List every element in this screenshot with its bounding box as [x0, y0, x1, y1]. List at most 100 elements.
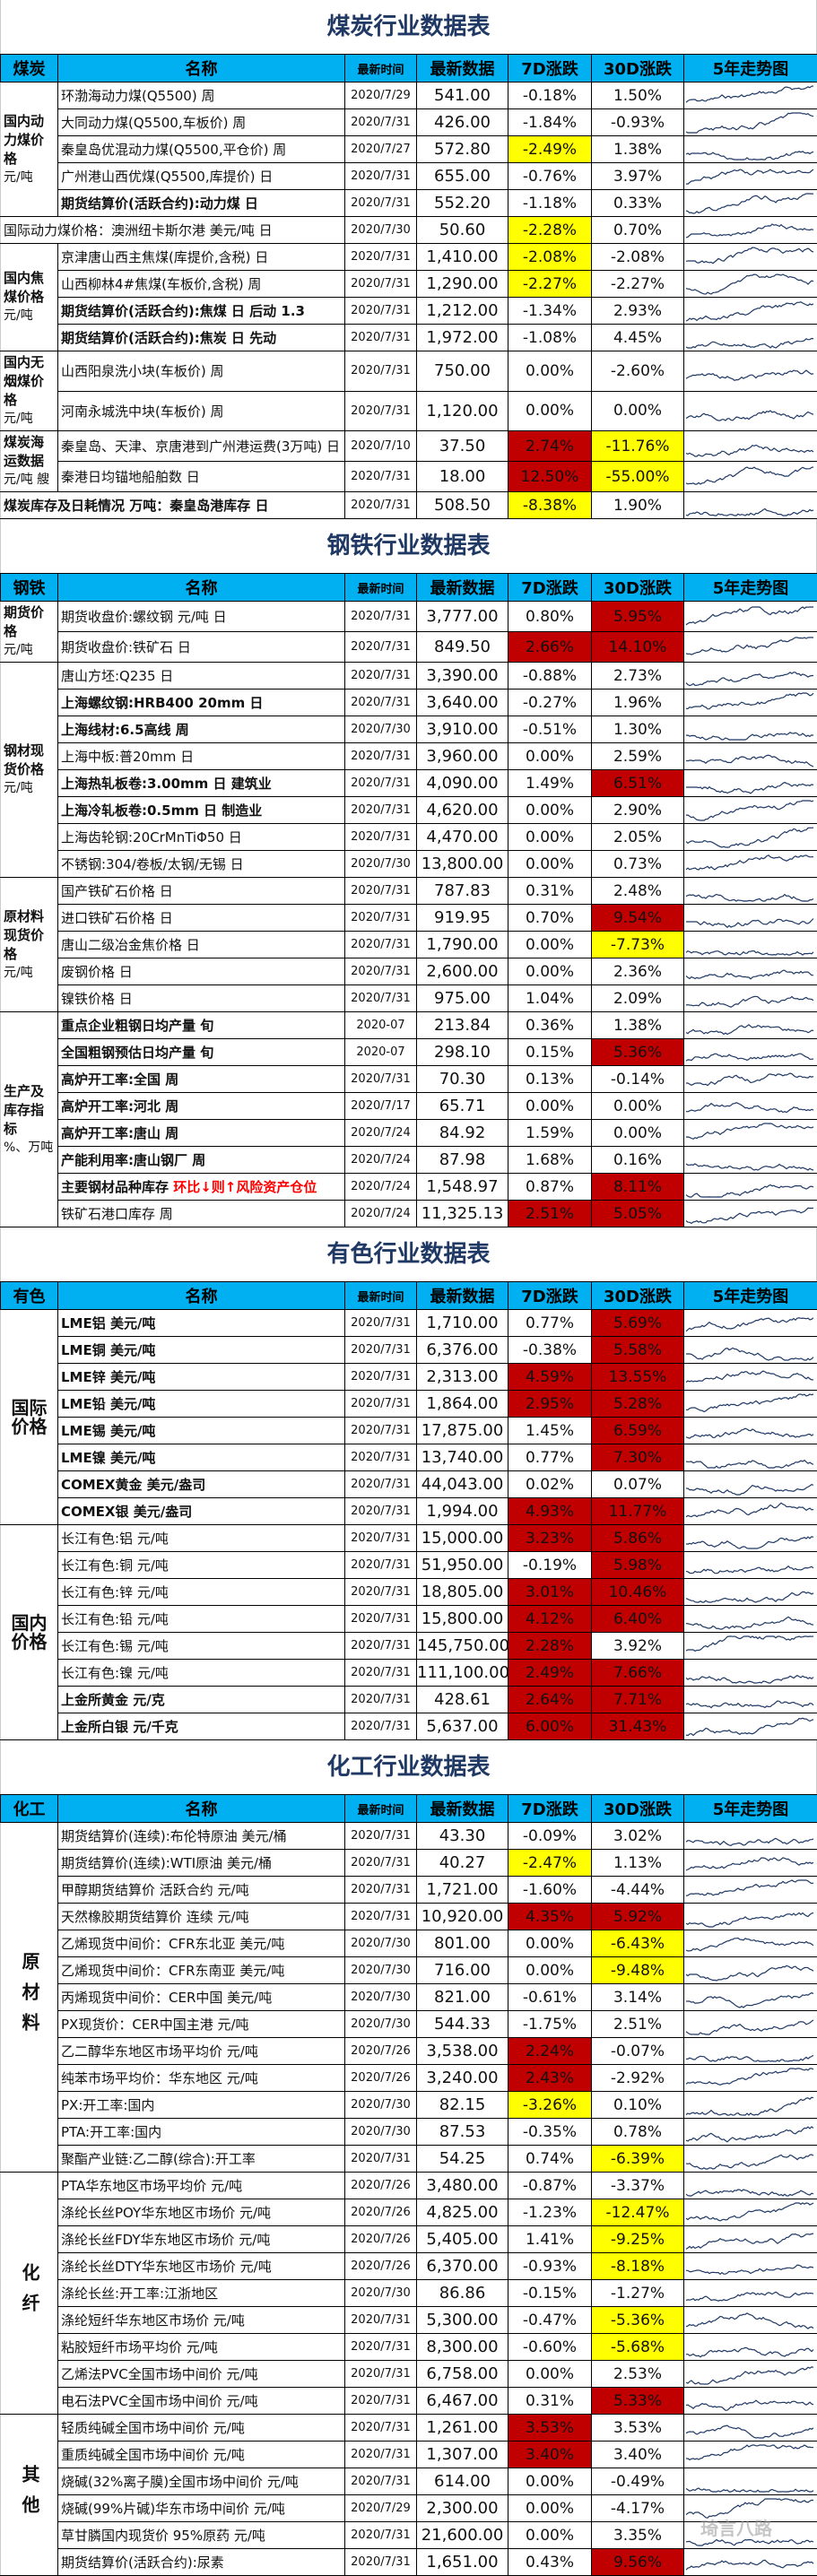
change-7d: -0.35%	[508, 2119, 592, 2146]
category-name: 国际价格	[4, 1399, 55, 1436]
trend-sparkline	[684, 985, 817, 1012]
date-header: 最新时间	[345, 55, 417, 82]
change-7d: 0.00%	[508, 2522, 592, 2549]
change-7d: -2.08%	[508, 244, 592, 271]
latest-date: 2020/7/30	[345, 2119, 417, 2146]
trend-header: 5年走势图	[684, 1282, 817, 1310]
trend-sparkline	[684, 1066, 817, 1093]
latest-date: 2020/7/24	[345, 1120, 417, 1147]
item-name-text: PTA华东地区市场平均价 元/吨	[61, 2178, 242, 2194]
sparkline-path	[686, 1938, 813, 1950]
change-7d: 0.77%	[508, 1444, 592, 1471]
category-unit: 元/吨 艘	[4, 471, 55, 490]
change-30d: 7.30%	[592, 1444, 684, 1471]
sparkline-path	[686, 1428, 813, 1438]
trend-sparkline	[684, 136, 817, 163]
change-30d: 10.46%	[592, 1579, 684, 1606]
sparkline-path	[686, 1102, 813, 1112]
trend-sparkline	[684, 1984, 817, 2011]
item-name: 涤纶长丝FDY华东地区市场价 元/吨	[58, 2226, 345, 2253]
item-name-text: LME镍 美元/吨	[61, 1450, 155, 1466]
trend-sparkline	[684, 2280, 817, 2307]
item-name: LME锌 美元/吨	[58, 1364, 345, 1391]
sparkline-path	[686, 1536, 813, 1548]
item-name: 烧碱(32%离子膜)全国市场中间价 元/吨	[58, 2468, 345, 2495]
item-name-text: LME铝 美元/吨	[61, 1315, 155, 1331]
d30-header: 30D涨跌	[592, 574, 684, 602]
trend-sparkline	[684, 2038, 817, 2065]
item-name-text: 产能利用率:唐山钢厂 周	[61, 1152, 205, 1168]
item-name: 山西柳林4#焦煤(车板价,含税) 周	[58, 271, 345, 298]
sparkline-path	[686, 894, 813, 901]
latest-date: 2020/7/31	[345, 109, 417, 136]
sparkline-path	[686, 1184, 813, 1197]
item-name-text: 草甘膦国内现货价 95%原药 元/吨	[61, 2528, 265, 2544]
item-name-text: 高炉开工率:唐山 周	[61, 1125, 178, 1141]
sparkline-path	[686, 1566, 813, 1573]
change-7d: 1.04%	[508, 985, 592, 1012]
item-name-text: 国产铁矿石价格 日	[61, 883, 173, 899]
change-7d: -0.19%	[508, 1552, 592, 1579]
trend-sparkline	[684, 462, 817, 492]
latest-value: 5,300.00	[417, 2307, 508, 2334]
trend-sparkline	[684, 2199, 817, 2226]
item-name-text: 长江有色:铜 元/吨	[61, 1557, 169, 1574]
latest-date: 2020/7/31	[345, 1904, 417, 1930]
latest-value: 213.84	[417, 1012, 508, 1039]
item-name: 广州港山西优煤(Q5500,库提价) 日	[58, 163, 345, 190]
item-name: 期货结算价(活跃合约):焦煤 日 后动 1.3	[58, 298, 345, 325]
item-name-text: 上海中板:普20mm 日	[61, 749, 194, 765]
change-7d: -2.47%	[508, 1850, 592, 1877]
latest-date: 2020-07	[345, 1039, 417, 1066]
latest-date: 2020/7/26	[345, 2065, 417, 2092]
latest-date: 2020/7/31	[345, 932, 417, 958]
latest-date: 2020/7/31	[345, 1552, 417, 1579]
category-unit: %、万吨	[4, 1139, 55, 1158]
change-30d: 3.53%	[592, 2415, 684, 2442]
sparkline-path	[686, 732, 813, 739]
change-30d: 3.40%	[592, 2442, 684, 2468]
change-30d: 0.00%	[592, 391, 684, 431]
change-30d: -9.25%	[592, 2226, 684, 2253]
item-name: 重点企业粗钢日均产量 旬	[58, 1012, 345, 1039]
category-unit: 元/吨	[4, 779, 55, 798]
change-30d: 0.07%	[592, 1471, 684, 1498]
trend-sparkline	[684, 1687, 817, 1713]
trend-sparkline	[684, 1930, 817, 1957]
sparkline-path	[686, 1617, 813, 1629]
item-name-text: 重质纯碱全国市场中间价 元/吨	[61, 2447, 245, 2463]
change-7d: -0.76%	[508, 163, 592, 190]
latest-value: 1,120.00	[417, 391, 508, 431]
change-7d: -2.28%	[508, 217, 592, 244]
latest-date: 2020/7/31	[345, 2468, 417, 2495]
latest-value: 15,000.00	[417, 1525, 508, 1552]
sparkline-path	[686, 2055, 813, 2061]
item-name: 聚酯产业链:乙二醇(综合):开工率	[58, 2146, 345, 2173]
trend-sparkline	[684, 1201, 817, 1227]
category-label: 其他	[1, 2415, 58, 2576]
change-7d: -1.34%	[508, 298, 592, 325]
change-7d: 1.45%	[508, 1418, 592, 1444]
change-30d: 2.73%	[592, 663, 684, 690]
latest-value: 1,212.00	[417, 298, 508, 325]
change-30d: 2.05%	[592, 824, 684, 851]
change-30d: -5.68%	[592, 2334, 684, 2361]
d7-header: 7D涨跌	[508, 1795, 592, 1823]
latest-date: 2020/7/31	[345, 2388, 417, 2415]
item-note: 环比↓则↑风险资产仓位	[173, 1179, 317, 1195]
change-7d: 1.49%	[508, 770, 592, 797]
change-7d: 0.00%	[508, 351, 592, 392]
